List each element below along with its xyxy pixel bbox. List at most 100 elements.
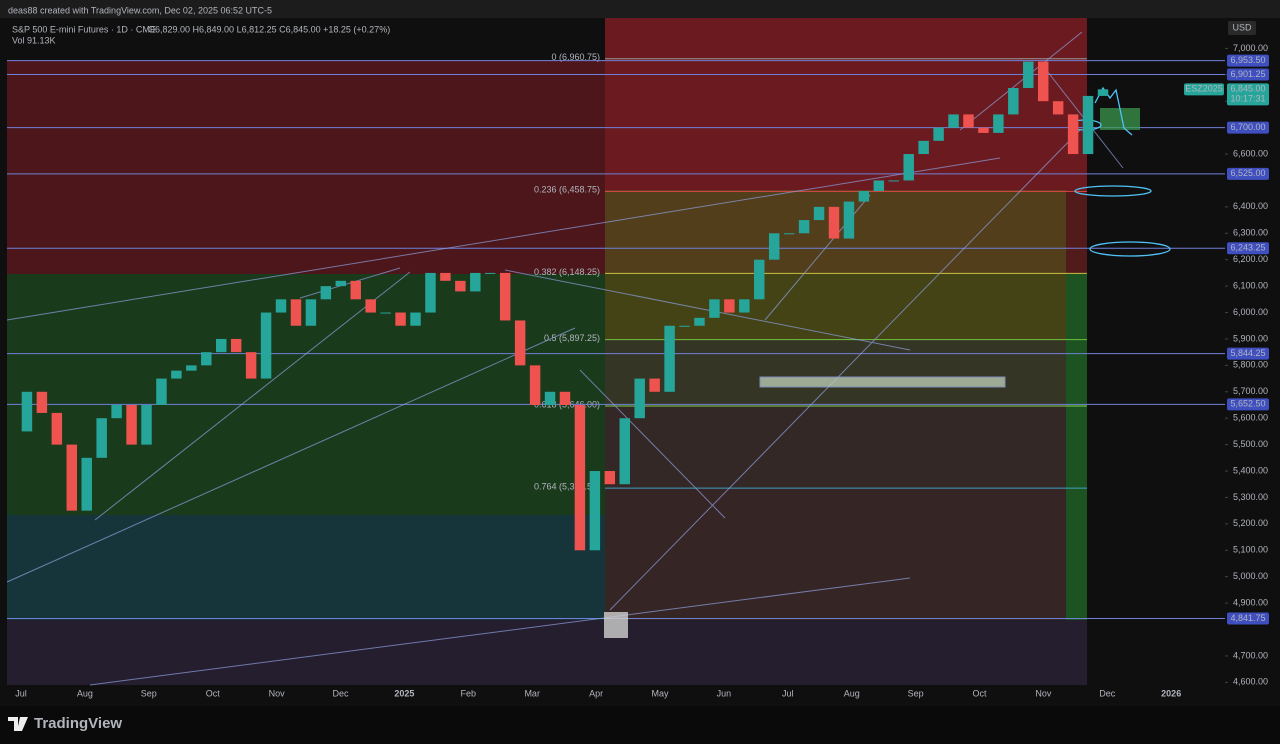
candle [798,220,810,234]
trendline [959,31,1083,131]
candle [365,299,376,313]
top-bar [0,0,1280,18]
fib-label: 0 (6,960.75) [551,52,600,62]
x-tick-label: Jul [782,688,794,698]
candle [395,312,406,326]
brand: TradingView [34,715,122,732]
trendline [299,267,401,299]
zone [605,340,1066,405]
x-tick-label: Dec [332,688,349,698]
trendline [89,577,911,686]
candle [81,457,92,511]
candle [1037,61,1049,102]
price-tag [1227,83,1269,106]
zone [1066,274,1087,620]
candle [66,444,78,511]
fib-label: 0.236 (6,458.75) [534,185,600,195]
candle [634,378,645,419]
symbol-label: ESZ2025 [1185,84,1223,94]
candle [888,180,899,182]
candle [260,312,272,379]
candle [604,471,616,485]
candle [529,365,541,405]
candle [425,272,436,313]
candle [335,280,347,287]
trendline [609,129,1081,611]
y-tick-label: 5,300.00 [1233,492,1268,502]
candle [1023,61,1034,89]
candle [350,280,361,300]
candle [156,378,167,405]
candle [559,391,571,405]
level-label: 6,700.00 [1230,122,1265,132]
candle [709,299,720,318]
y-tick-label: 6,200.00 [1233,254,1268,264]
candle [1097,89,1109,96]
level-label: 4,841.75 [1230,613,1265,623]
y-tick-label: 5,500.00 [1233,439,1268,449]
candle [485,272,496,274]
x-tick-label: Sep [141,688,157,698]
marker [604,612,628,638]
level-label: 6,243.25 [1230,243,1265,253]
candle [141,404,152,445]
y-tick-label: 5,400.00 [1233,465,1268,475]
trendlines [6,31,1124,686]
y-tick-label: 5,800.00 [1233,360,1268,370]
candle [918,140,929,155]
ellipse [1089,241,1171,257]
level-tag [1227,398,1269,411]
level-tag [1227,167,1269,180]
y-tick-label: 4,900.00 [1233,597,1268,607]
candle [499,272,511,321]
x-axis: Jul Aug Sep Oct Nov Dec 2025 Feb Mar Apr May Jun Jul… [15,688,1181,698]
candle [514,320,526,366]
symbol: S&P 500 E-mini Futures · 1D · CME [12,24,156,34]
level-label: 5,844.25 [1230,348,1265,358]
candle [51,412,63,445]
candle [694,317,705,326]
candle [305,299,317,326]
y-axis: 7,000.006,900.006,800.006,600.006,400.00… [1225,43,1268,687]
attribution: deas88 created with TradingView.com, Dec… [8,5,272,15]
y-tick-label: 5,900.00 [1233,333,1268,343]
candle [275,299,287,313]
zone [1066,190,1087,274]
candle [679,325,690,327]
zone [605,405,1066,488]
price-label: 6,845.00 [1230,84,1265,94]
candle [440,272,451,281]
trendline [94,271,411,521]
candle [933,127,944,141]
trendline [6,327,576,583]
x-tick-label: Aug [77,688,93,698]
candle [455,280,466,292]
candle [978,127,989,133]
candle [903,154,914,181]
candle [216,338,227,353]
candle [1067,114,1079,155]
candle [948,114,959,128]
candle [739,299,750,313]
zones [7,18,1087,685]
candle [96,418,107,458]
y-tick-label: 5,600.00 [1233,413,1268,423]
candle [290,299,302,326]
annotation-box [1100,108,1140,130]
y-tick-label: 6,000.00 [1233,307,1268,317]
tags: 6,953.50 6,901.25 6,700.00 6,525.00 6,243.25… [1184,54,1269,625]
x-tick-label: 2025 [394,688,414,698]
candle [410,312,421,326]
trendline [579,369,726,519]
x-tick-label: Oct [972,688,987,698]
candle [1052,101,1064,115]
annotation-box [759,376,1006,388]
candle [1008,88,1019,115]
candle [993,114,1004,133]
x-tick-label: Sep [908,688,924,698]
candle [171,370,182,379]
candle [664,325,675,392]
zone [7,515,605,620]
candle [111,404,122,419]
